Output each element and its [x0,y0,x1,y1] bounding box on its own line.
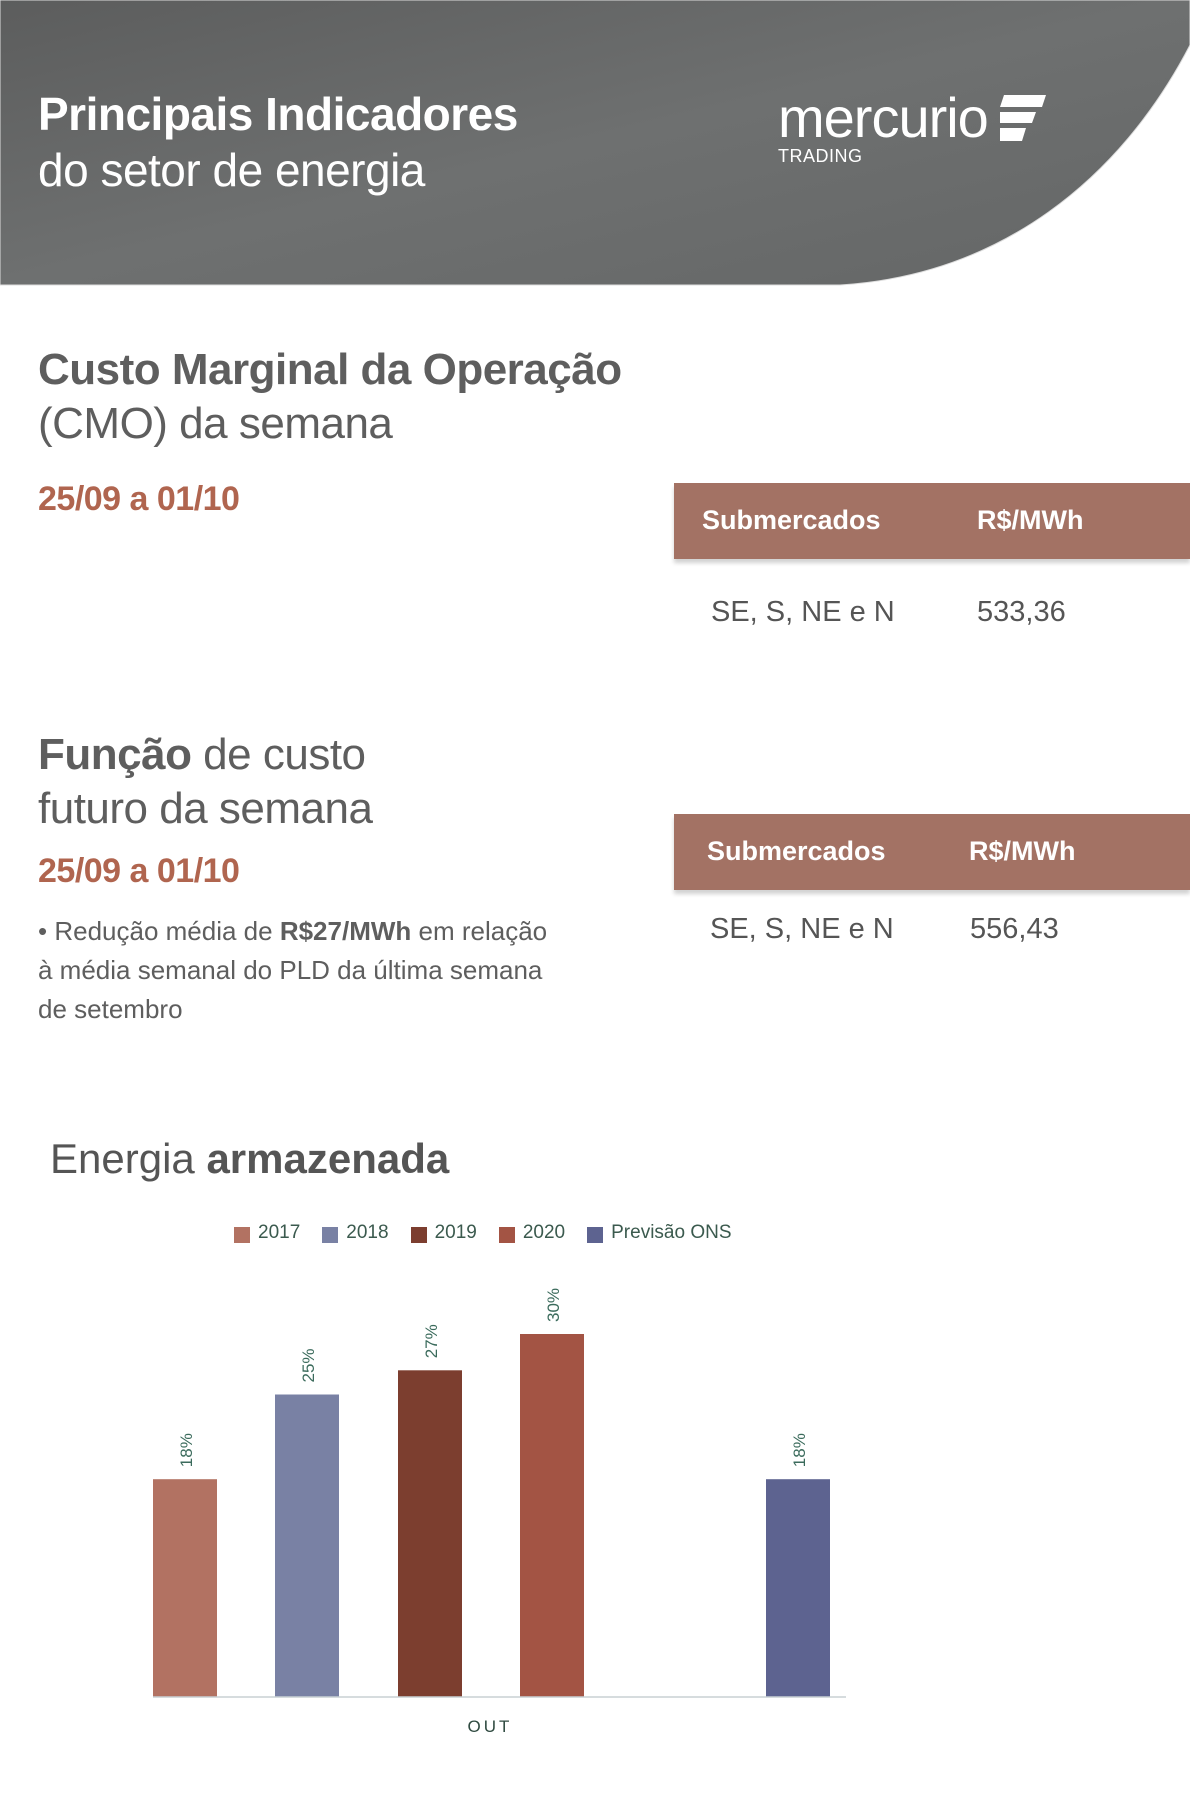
legend-label: 2018 [346,1222,389,1243]
header-title-line2: do setor de energia [38,144,425,196]
legend-label: Previsão ONS [611,1222,732,1243]
note-bold: R$27/MWh [279,916,412,946]
legend-label: 2020 [522,1222,566,1243]
logo-word: mercurio [778,86,989,149]
cmo-col-rsmwh: R$/MWh [977,505,1084,535]
cmo-cell-submercado: SE, S, NE e N [711,596,895,628]
cmo-table-header: Submercados R$/MWh [674,483,1190,559]
fcf-date: 25/09 a 01/10 [38,852,240,890]
fcf-note: • Redução média de R$27/MWh em relação à… [38,912,558,1029]
x-tick-label: OUT [468,1717,513,1736]
bar-previsão-ons [766,1479,830,1697]
fcf-cell-valor: 556,43 [970,913,1059,945]
note-prefix: • Redução média de [38,916,280,946]
bar-2019 [398,1370,462,1697]
legend-swatch [322,1227,339,1243]
logo-mark-icon [999,95,1046,141]
chart-legend: 2017 2018 2019 2020 Previsão ONS [234,1222,732,1244]
cmo-title-line1: Custo Marginal da Operação [38,345,622,394]
legend-item: 2020 [498,1222,566,1244]
cmo-title-line2: (CMO) da semana [38,399,393,448]
data-label: 25% [299,1348,318,1382]
bar-2018 [275,1394,339,1697]
mercurio-logo: mercurio TRADING [778,88,1046,167]
legend-item: 2017 [234,1222,300,1244]
fcf-cell-submercado: SE, S, NE e N [710,913,894,945]
legend-label: 2017 [258,1222,301,1243]
fcf-title-rest: de custo [191,730,366,779]
fcf-title-bold: Função [38,730,192,779]
chart-title-bold: armazenada [206,1135,450,1182]
fcf-col-rsmwh: R$/MWh [969,836,1076,866]
data-label: 27% [422,1324,441,1358]
legend-swatch [498,1227,515,1243]
cmo-col-submercados: Submercados [702,505,881,535]
legend-swatch [587,1227,604,1243]
note-suffix: em relação à média semanal do PLD da últ… [38,916,548,1024]
legend-swatch [410,1227,427,1243]
legend-item: 2019 [410,1222,477,1244]
fcf-title: Função de custo futuro da semana [38,728,373,836]
legend-swatch [234,1227,250,1243]
fcf-col-submercados: Submercados [707,836,886,866]
bar-chart: 18% 25% 27% 30% 18% OUT [153,1288,846,1736]
header-title: Principais Indicadores do setor de energ… [38,86,518,198]
bar-2020 [520,1334,584,1697]
legend-item: 2018 [322,1222,389,1244]
cmo-title: Custo Marginal da Operação (CMO) da sema… [38,343,622,451]
header-title-line1: Principais Indicadores [38,88,518,140]
chart-title-normal: Energia [50,1135,207,1182]
legend-item: Previsão ONS [587,1222,732,1244]
legend-label: 2019 [434,1222,477,1243]
logo-sub: TRADING [778,146,863,166]
header-banner [0,0,1190,286]
cmo-date: 25/09 a 01/10 [38,480,240,518]
chart-title: Energia armazenada [50,1135,449,1183]
data-label: 18% [177,1433,196,1467]
fcf-table-header: Submercados R$/MWh [674,814,1190,890]
data-label: 30% [544,1288,563,1322]
fcf-title-line2: futuro da semana [38,784,373,833]
data-label: 18% [790,1433,809,1467]
bar-2017 [153,1479,217,1697]
cmo-cell-valor: 533,36 [977,596,1066,628]
